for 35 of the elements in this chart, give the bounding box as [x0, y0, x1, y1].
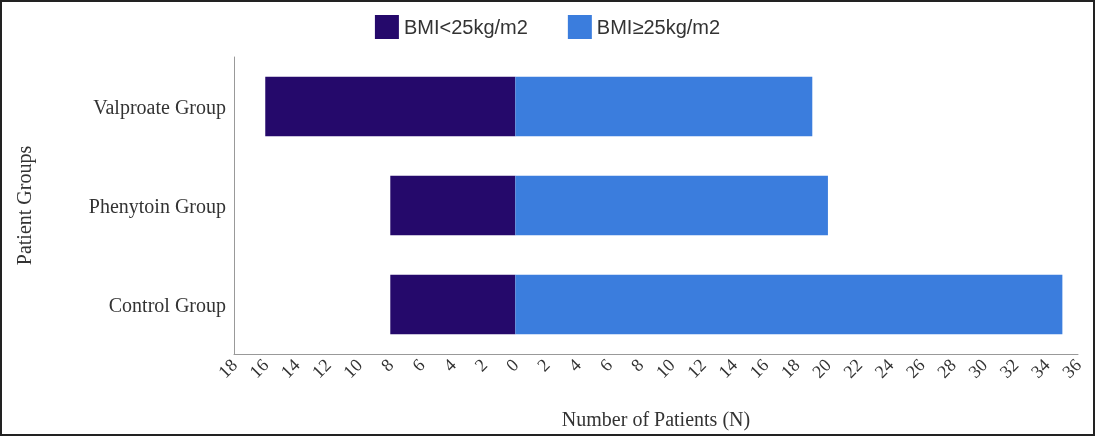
legend-label: BMI<25kg/m2 [403, 16, 528, 38]
x-tick-label: 12 [683, 354, 710, 382]
x-tick-label: 8 [376, 354, 398, 376]
x-tick-label: 18 [776, 354, 804, 382]
x-tick-label: 18 [214, 354, 242, 382]
x-tick-label: 10 [339, 354, 367, 382]
x-tick-label: 12 [307, 354, 335, 382]
x-tick-label: 30 [964, 354, 992, 382]
x-tick-label: 8 [626, 354, 648, 376]
x-tick-label: 4 [564, 354, 585, 376]
y-tick-label: Valproate Group [93, 95, 226, 119]
y-tick-label: Control Group [108, 293, 226, 317]
x-tick-label: 2 [533, 354, 554, 376]
x-tick-label: 32 [995, 354, 1023, 382]
x-tick-label: 2 [470, 354, 492, 376]
x-tick-label: 36 [1058, 354, 1086, 382]
x-tick-label: 20 [808, 354, 835, 382]
x-tick-label: 22 [839, 354, 867, 382]
x-tick-label: 28 [933, 354, 961, 382]
x-axis-title: Number of Patients (N) [561, 408, 751, 431]
x-tick-label: 6 [595, 354, 617, 376]
y-axis-title: Patient Groups [13, 145, 36, 266]
x-tick-label: 4 [439, 354, 460, 376]
x-tick-label: 34 [1026, 354, 1054, 382]
legend-label: BMI≥25kg/m2 [596, 16, 721, 38]
x-tick-label: 6 [408, 354, 429, 376]
x-tick-label: 14 [276, 354, 304, 382]
x-tick-label: 10 [651, 354, 679, 382]
x-tick-label: 16 [745, 354, 773, 382]
x-tick-label: 24 [870, 354, 898, 382]
x-tick-label: 0 [501, 354, 523, 376]
x-tick-label: 26 [901, 354, 929, 382]
y-tick-label: Phenytoin Group [88, 194, 226, 218]
x-tick-label: 14 [714, 354, 742, 382]
x-tick-label: 16 [245, 354, 273, 382]
